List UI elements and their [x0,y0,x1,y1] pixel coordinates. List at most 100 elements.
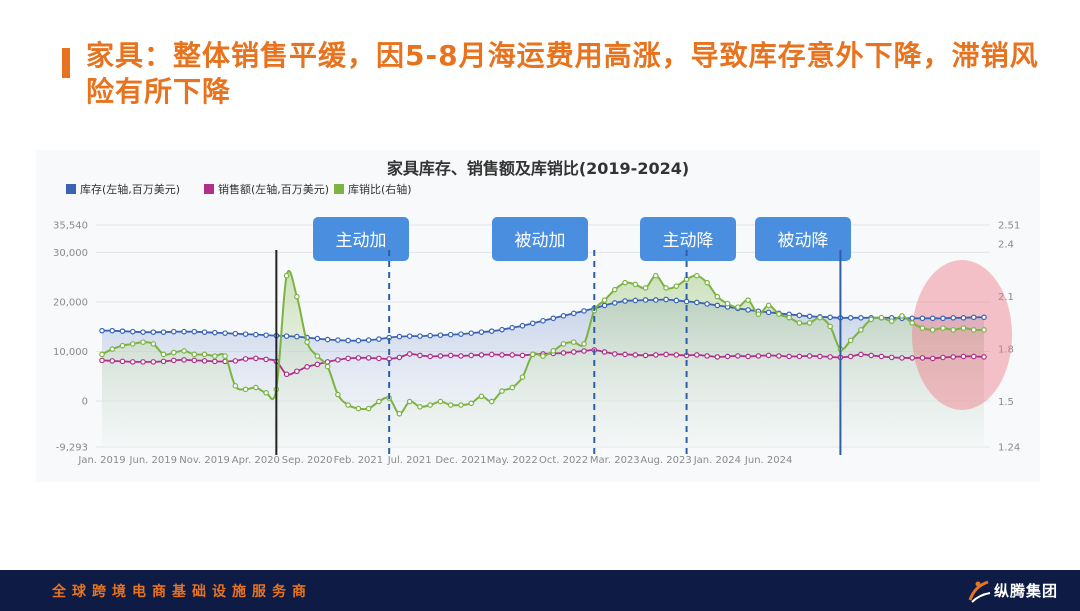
x-tick-label: May. 2022 [487,455,538,466]
ratio-point [560,341,567,347]
inventory-point [324,336,331,343]
inventory-point [981,314,987,321]
ratio-point [232,383,239,389]
inventory-point [201,329,208,335]
ratio-point [242,386,249,393]
sales-point [653,352,659,358]
ratio-point [129,341,136,347]
sales-point [858,351,864,358]
left-tick-label: 10,000 [53,347,88,358]
sales-point [724,353,731,360]
x-tick-label: Jun. 2019 [129,455,177,466]
sales-point [929,355,936,362]
sales-point [970,353,977,360]
sales-point [396,354,403,361]
x-tick-label: Feb. 2021 [334,455,384,466]
sales-point [263,356,269,363]
inventory-point [232,330,239,337]
ratio-point [653,272,659,279]
sales-point [960,353,967,360]
ratio-point [704,279,710,286]
right-tick-label: 2.1 [998,292,1014,303]
left-tick-label: 35,540 [53,221,88,232]
ratio-point [283,272,290,279]
ratio-point [694,272,700,279]
ratio-point [324,363,331,370]
sales-point [745,353,751,360]
inventory-point [427,332,433,339]
sales-point [314,361,321,368]
ratio-point [899,313,905,319]
ratio-point [191,351,198,358]
sales-point [663,351,669,358]
sales-point [283,371,290,378]
ratio-point [868,316,874,323]
sales-point [519,352,526,359]
phase-label: 被动降 [778,231,829,251]
inventory-point [376,336,382,342]
sales-point [376,355,382,362]
ratio-point [632,281,639,288]
left-tick-label: -9,293 [56,443,88,454]
ratio-point [642,285,649,291]
inventory-point [437,332,444,338]
ratio-point [437,398,444,405]
inventory-point [540,317,546,324]
sales-point [294,368,300,375]
ratio-point [540,353,546,359]
ratio-point [447,402,454,408]
sales-point [765,352,772,359]
sales-point [458,353,464,359]
ratio-point [140,339,146,345]
inventory-point [622,298,628,304]
sales-point [642,352,649,359]
ratio-point [529,351,536,358]
ratio-point [878,314,885,321]
inventory-point [406,333,413,339]
inventory-point [601,302,608,309]
sales-point [468,352,475,359]
ratio-point [919,325,926,331]
sales-point [827,354,833,360]
right-tick-label: 1.24 [998,443,1020,454]
inventory-point [858,314,864,321]
sales-point [570,349,577,355]
sales-point [673,352,680,358]
sales-point [704,353,710,359]
sales-point [478,352,485,358]
ratio-point [468,400,475,407]
ratio-point [478,393,485,400]
ratio-point [119,342,126,349]
ratio-point [888,318,895,324]
legend-swatch-0 [66,184,76,194]
inventory-point [714,302,721,309]
ratio-point [981,327,987,333]
left-tick-label: 0 [82,396,88,407]
ratio-point [817,314,823,321]
inventory-point [212,329,218,336]
inventory-point [796,312,803,319]
inventory-point [970,314,977,321]
sales-point [806,353,813,359]
sales-point [786,353,792,360]
inventory-point [99,327,105,334]
ratio-point [940,325,946,331]
sales-point [201,358,208,364]
inventory-point [283,333,290,339]
inventory-point [345,337,351,344]
sales-point [232,358,239,364]
inventory-point [765,309,772,316]
sales-point [406,351,413,357]
phase-label: 主动加 [336,231,387,251]
x-tick-label: Jun. 2024 [744,455,792,466]
inventory-point [417,333,423,339]
ratio-point [724,300,731,307]
sales-point [632,352,639,358]
ratio-point [601,297,608,303]
sales-point [560,350,567,356]
ratio-point [335,391,341,398]
ratio-point [735,304,741,310]
x-tick-label: Oct. 2022 [539,455,588,466]
ratio-point [170,349,177,356]
ratio-point [827,323,833,330]
